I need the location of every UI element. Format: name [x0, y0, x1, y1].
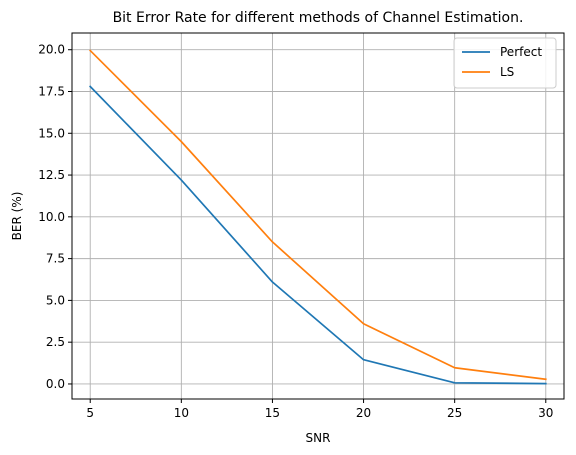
- y-axis-ticks: 0.0 2.5 5.0 7.5 10.0 12.5 15.0 17.5 20.0: [38, 43, 72, 391]
- legend-box: [453, 37, 557, 89]
- y-axis-label: BER (%): [10, 192, 24, 241]
- plot-area-frame: [71, 32, 565, 400]
- y-tick-label: 2.5: [46, 335, 65, 349]
- chart-title: Bit Error Rate for different methods of …: [113, 10, 524, 26]
- series-line-ls: [89, 49, 547, 381]
- y-tick-label: 7.5: [46, 252, 65, 266]
- x-tick-label: 20: [356, 406, 371, 420]
- legend: Perfect LS: [453, 37, 557, 89]
- series-lines: [89, 49, 547, 385]
- x-tick-label: 5: [86, 406, 94, 420]
- x-axis-label: SNR: [306, 431, 331, 445]
- x-axis-ticks: 5 10 15 20 25 30: [86, 399, 553, 420]
- y-tick-label: 17.5: [38, 84, 65, 98]
- grid: [72, 33, 564, 399]
- x-tick-label: 25: [447, 406, 462, 420]
- legend-label: LS: [500, 65, 514, 79]
- y-tick-label: 12.5: [38, 168, 65, 182]
- y-tick-label: 5.0: [46, 293, 65, 307]
- x-tick-label: 30: [538, 406, 553, 420]
- legend-label: Perfect: [500, 45, 542, 59]
- y-tick-label: 15.0: [38, 126, 65, 140]
- y-tick-label: 0.0: [46, 377, 65, 391]
- y-tick-label: 20.0: [38, 43, 65, 57]
- x-tick-label: 10: [174, 406, 189, 420]
- y-tick-label: 10.0: [38, 210, 65, 224]
- series-line-perfect: [89, 85, 547, 385]
- x-tick-label: 15: [265, 406, 280, 420]
